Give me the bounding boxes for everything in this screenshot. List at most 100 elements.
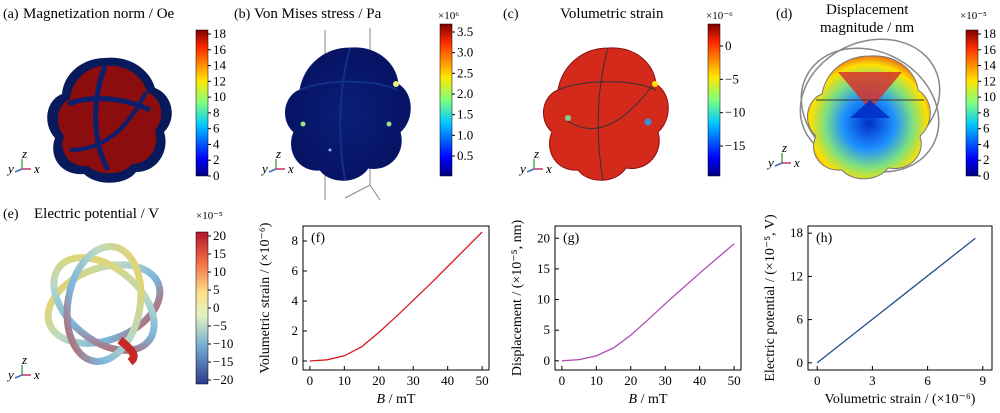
plot-frame xyxy=(807,225,993,371)
colorbar-d xyxy=(965,29,979,177)
colorbar-tick-label: 2 xyxy=(983,152,990,167)
colorbar-c xyxy=(707,23,721,177)
x-tick-label: 40 xyxy=(441,373,454,388)
y-axis-label: Volumetric strain / (×10⁻⁶) xyxy=(258,222,273,373)
panel-d: (d) Displacement magnitude / nm ×10⁻⁵ z … xyxy=(766,2,997,183)
panel-e-label: (e) xyxy=(3,207,19,222)
colorbar-c-ticks: 0 −5 −10 −15 xyxy=(720,38,745,153)
colorbar-tick-label: 10 xyxy=(213,264,226,279)
colorbar-b-exponent: ×10⁶ xyxy=(438,10,459,22)
y-tick-label: 4 xyxy=(292,293,299,308)
triad-z-label: z xyxy=(21,146,27,161)
colorbar-tick-label: 1.0 xyxy=(457,127,473,142)
triad-y-label: y xyxy=(766,155,774,170)
panel-a-title: Magnetization norm / Oe xyxy=(23,6,175,22)
axes-triad-c: z y x xyxy=(518,146,552,176)
triad-z-label: z xyxy=(781,140,787,155)
triad-x-label: x xyxy=(545,161,552,176)
chart-panel-label: (f) xyxy=(311,231,325,246)
triad-y-label: y xyxy=(6,161,14,176)
triad-y-label: y xyxy=(260,161,268,176)
chart-g: 0 10 20 30 40 50 0 5 10 15 20 (g) B / mT Displacement… xyxy=(510,220,742,407)
displacement-body xyxy=(799,38,941,180)
colorbar-e-ticks: 20 15 10 5 0 −5 −10 −15 −20 xyxy=(208,228,233,387)
panel-b-label: (b) xyxy=(234,7,251,22)
colorbar-tick-label: 20 xyxy=(213,228,226,243)
colorbar-tick-label: −15 xyxy=(213,354,233,369)
plot-frame xyxy=(554,225,742,371)
colorbar-tick-label: −15 xyxy=(725,138,745,153)
colorbar-tick-label: 2 xyxy=(213,152,220,167)
axes-triad-b: z y x xyxy=(260,146,294,176)
y-axis-label: Electric potential / (×10⁻⁵, V) xyxy=(763,214,778,382)
x-tick-label: 30 xyxy=(659,373,672,388)
x-axis-label: B / mT xyxy=(377,392,416,407)
triad-y-label: y xyxy=(518,161,526,176)
colorbar-tick-label: 14 xyxy=(213,58,227,73)
x-tick-label: 0 xyxy=(559,373,566,388)
x-tick-label: 0 xyxy=(307,373,314,388)
x-axis-label-symbol: B xyxy=(629,392,638,407)
x-tick-label: 20 xyxy=(624,373,637,388)
colorbar-tick-label: 15 xyxy=(213,246,226,261)
strain-body xyxy=(543,47,669,181)
panel-e-title: Electric potential / V xyxy=(34,206,159,222)
colorbar-b-ticks: 3.5 3.0 2.5 2.0 1.5 1.0 0.5 xyxy=(452,24,473,163)
colorbar-tick-label: 4 xyxy=(213,136,220,151)
colorbar-tick-label: −10 xyxy=(725,105,745,120)
colorbar-tick-label: −5 xyxy=(725,71,739,86)
x-axis-label: B / mT xyxy=(629,392,668,407)
x-tick-label: 3 xyxy=(869,373,876,388)
colorbar-tick-label: 3.0 xyxy=(457,45,473,60)
panel-d-label: (d) xyxy=(776,7,793,22)
panel-b: (b) Von Mises stress / Pa ×10⁶ z y x 3.5… xyxy=(234,6,473,201)
colorbar-e-exponent: ×10⁻⁵ xyxy=(196,210,223,222)
y-axis-label: Displacement / (×10⁻⁵, nm) xyxy=(510,220,525,377)
panel-a: (a) Magnetization norm / Oe z y x 181614… xyxy=(3,6,227,183)
x-tick-label: 40 xyxy=(693,373,706,388)
magnet-body xyxy=(47,57,172,183)
x-tick-label: 30 xyxy=(407,373,420,388)
triad-x-label: x xyxy=(287,161,294,176)
y-tick-label: 0 xyxy=(544,353,551,368)
y-tick-label: 5 xyxy=(544,322,551,337)
triad-z-label: z xyxy=(275,146,281,161)
colorbar-tick-label: 3.5 xyxy=(457,24,473,39)
colorbar-b xyxy=(439,23,453,177)
panel-e: (e) Electric potential / V ×10⁻⁵ z y x 2… xyxy=(3,206,233,387)
panel-c-label: (c) xyxy=(503,7,519,22)
panel-b-title: Von Mises stress / Pa xyxy=(254,6,382,22)
colorbar-tick-label: 0 xyxy=(213,300,220,315)
y-tick-label: 6 xyxy=(292,263,299,278)
x-tick-label: 9 xyxy=(980,373,987,388)
colorbar-tick-label: 12 xyxy=(213,73,226,88)
panel-d-title-line2: magnitude / nm xyxy=(820,20,914,36)
colorbar-tick-label: 10 xyxy=(213,89,226,104)
panel-a-label: (a) xyxy=(3,7,19,22)
x-tick-label: 10 xyxy=(338,373,351,388)
colorbar-d-exponent: ×10⁻⁵ xyxy=(960,10,987,22)
colorbar-tick-label: 0.5 xyxy=(457,148,473,163)
colorbar-tick-label: 0 xyxy=(213,168,220,183)
y-tick-label: 12 xyxy=(790,268,803,283)
y-tick-label: 6 xyxy=(797,312,804,327)
x-axis-label: Volumetric strain / (×10⁻⁶) xyxy=(825,392,976,407)
colorbar-tick-label: 0 xyxy=(725,38,732,53)
colorbar-tick-label: 6 xyxy=(983,121,990,136)
series-line xyxy=(309,231,483,362)
x-tick-label: 10 xyxy=(590,373,603,388)
triad-z-label: z xyxy=(533,146,539,161)
colorbar-tick-label: −20 xyxy=(213,372,233,387)
y-tick-label: 0 xyxy=(292,353,299,368)
colorbar-tick-label: 8 xyxy=(983,105,990,120)
colorbar-tick-label: 8 xyxy=(213,105,220,120)
axes-triad-a: z y x xyxy=(6,146,40,176)
x-tick-label: 50 xyxy=(728,373,741,388)
panel-d-title-line1: Displacement xyxy=(826,2,909,18)
colorbar-tick-label: 12 xyxy=(983,73,996,88)
triad-x-label: x xyxy=(33,367,40,382)
panel-c: (c) Volumetric strain ×10⁻⁶ z y x 0 −5 −10… xyxy=(503,6,745,181)
y-tick-label: 20 xyxy=(537,230,550,245)
